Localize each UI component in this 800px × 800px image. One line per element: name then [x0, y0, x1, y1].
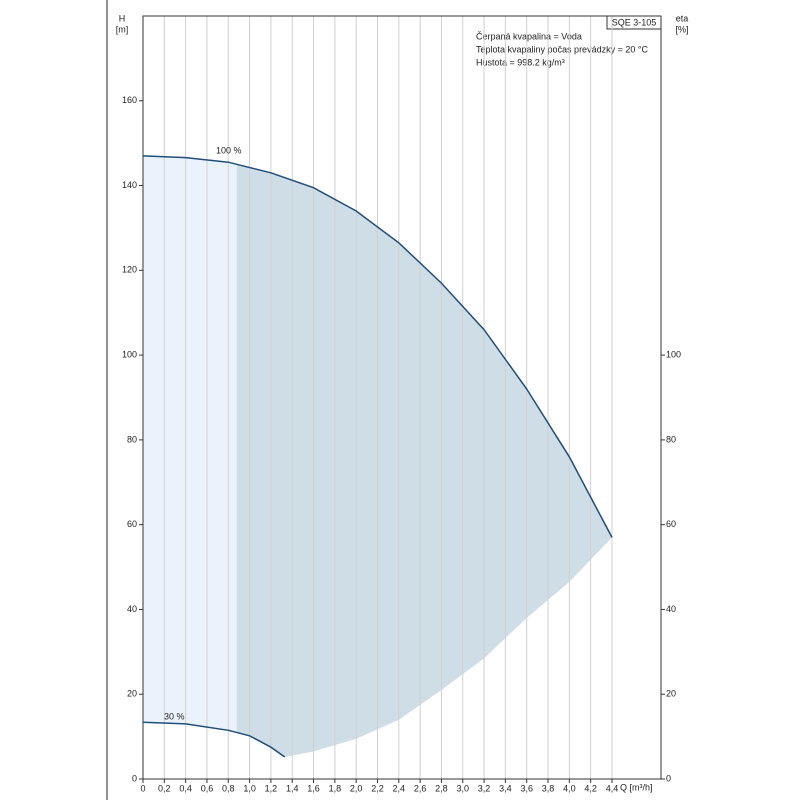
- x-tick-label: 3,2: [478, 783, 491, 793]
- y-tick-label: 40: [127, 604, 137, 614]
- x-tick-label: 4,0: [563, 783, 576, 793]
- x-tick-label: 1,4: [286, 783, 299, 793]
- legend-label: 100 %: [216, 145, 242, 155]
- x-tick-label: 3,0: [456, 783, 469, 793]
- y2-axis-unit: [%]: [675, 24, 688, 34]
- x-tick-label: 1,0: [243, 783, 256, 793]
- x-tick-label: 0,2: [158, 783, 171, 793]
- x-tick-label: 2,0: [350, 783, 363, 793]
- x-axis-label: Q [m³/h]: [620, 782, 653, 792]
- curve: [142, 721, 286, 758]
- y-tick-label: 60: [127, 519, 137, 529]
- curve: [142, 155, 613, 538]
- x-tick-label: 2,8: [435, 783, 448, 793]
- y-tick-label: 20: [127, 689, 137, 699]
- product-name: SQE 3-105: [612, 17, 657, 27]
- x-tick-label: 1,2: [265, 783, 278, 793]
- x-tick-label: 0,8: [222, 783, 235, 793]
- y2-tick-label: 100: [666, 349, 681, 359]
- y2-tick-label: 20: [666, 689, 676, 699]
- y2-tick-label: 60: [666, 519, 676, 529]
- x-tick-label: 4,4: [606, 783, 619, 793]
- y2-axis-label: eta: [676, 13, 689, 23]
- x-tick-label: 0,6: [201, 783, 214, 793]
- y-tick-label: 80: [127, 434, 137, 444]
- y-tick-label: 0: [132, 773, 137, 783]
- x-tick-label: 4,2: [584, 783, 597, 793]
- x-tick-label: 2,6: [414, 783, 427, 793]
- x-tick-label: 2,4: [393, 783, 406, 793]
- y-axis-label: H: [119, 13, 126, 23]
- legend-label: 30 %: [164, 711, 185, 721]
- y-tick-label: 160: [122, 95, 137, 105]
- x-tick-label: 3,8: [542, 783, 555, 793]
- y-tick-label: 120: [122, 265, 137, 275]
- y2-tick-label: 40: [666, 604, 676, 614]
- x-tick-label: 3,6: [520, 783, 533, 793]
- y2-tick-label: 80: [666, 434, 676, 444]
- y-axis-unit: [m]: [116, 24, 129, 34]
- plot-frame: [142, 15, 662, 780]
- x-tick-label: 1,8: [329, 783, 342, 793]
- x-tick-label: 0,4: [179, 783, 192, 793]
- y2-tick-label: 0: [666, 773, 671, 783]
- y-tick-label: 140: [122, 180, 137, 190]
- info-line: Teplota kvapaliny počas prevádzky = 20 °…: [476, 44, 648, 54]
- info-line: Čerpaná kvapalina = Voda: [476, 31, 582, 41]
- x-tick-label: 2,2: [371, 783, 384, 793]
- info-line: Hustota = 998.2 kg/m³: [476, 57, 565, 67]
- operating-area-main: [236, 164, 612, 757]
- x-tick-label: 0: [140, 783, 145, 793]
- x-tick-label: 1,6: [307, 783, 320, 793]
- y-tick-label: 100: [122, 349, 137, 359]
- x-tick-label: 3,4: [499, 783, 512, 793]
